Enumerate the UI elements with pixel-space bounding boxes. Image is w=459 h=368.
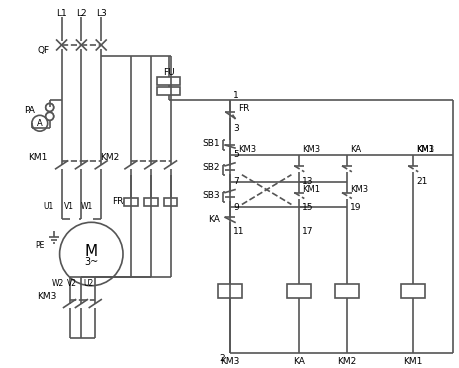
Text: FR: FR [238, 104, 249, 113]
Text: KM3: KM3 [302, 145, 320, 155]
Text: KM1: KM1 [403, 357, 423, 365]
Text: 19: 19 [350, 203, 361, 212]
Bar [144, 198, 158, 206]
Text: 17: 17 [302, 227, 314, 236]
Text: W2: W2 [51, 279, 63, 288]
Text: 11: 11 [233, 227, 245, 236]
Text: A: A [37, 119, 43, 128]
Bar [218, 284, 242, 298]
Text: 9: 9 [233, 203, 239, 212]
Text: KA: KA [350, 145, 361, 155]
Text: QF: QF [38, 46, 50, 56]
Text: KM1: KM1 [416, 145, 434, 155]
Text: 1: 1 [233, 91, 239, 100]
Bar [124, 198, 138, 206]
Text: 21: 21 [416, 177, 428, 186]
Text: KM1: KM1 [302, 185, 320, 194]
Text: SB2: SB2 [202, 163, 220, 172]
Text: PA: PA [24, 106, 35, 115]
Bar [287, 284, 311, 298]
Text: V1: V1 [63, 202, 73, 211]
Text: FU: FU [163, 68, 174, 77]
Text: KM3: KM3 [37, 292, 56, 301]
Text: L1: L1 [56, 9, 67, 18]
Text: KM2: KM2 [100, 153, 119, 162]
Text: U1: U1 [44, 202, 54, 211]
Text: KA: KA [208, 215, 220, 224]
Bar [157, 77, 180, 85]
Text: M: M [85, 244, 98, 259]
Text: KM3: KM3 [416, 145, 434, 155]
Text: 2: 2 [219, 354, 225, 362]
Text: W1: W1 [81, 202, 93, 211]
Text: L3: L3 [96, 9, 106, 18]
Text: KM3: KM3 [220, 357, 240, 365]
Bar [335, 284, 359, 298]
Circle shape [46, 103, 54, 112]
Text: KM1: KM1 [28, 153, 48, 162]
Text: KA: KA [293, 357, 305, 365]
Bar [157, 86, 180, 95]
Text: 3~: 3~ [84, 257, 98, 267]
Text: KM3: KM3 [238, 145, 256, 155]
Text: 13: 13 [302, 177, 314, 186]
Text: SB3: SB3 [202, 191, 220, 200]
Text: KM2: KM2 [337, 357, 357, 365]
Text: U2: U2 [83, 279, 93, 288]
Text: KM3: KM3 [350, 185, 368, 194]
Text: L2: L2 [76, 9, 87, 18]
Text: 15: 15 [302, 203, 314, 212]
Text: 7: 7 [233, 177, 239, 186]
Text: PE: PE [35, 241, 45, 250]
Text: SB1: SB1 [202, 139, 220, 148]
Circle shape [46, 112, 54, 120]
Text: 5: 5 [233, 151, 239, 159]
Bar [401, 284, 425, 298]
Text: V2: V2 [67, 279, 78, 288]
Bar [163, 198, 178, 206]
Text: 3: 3 [233, 124, 239, 133]
Text: FR: FR [112, 197, 123, 206]
